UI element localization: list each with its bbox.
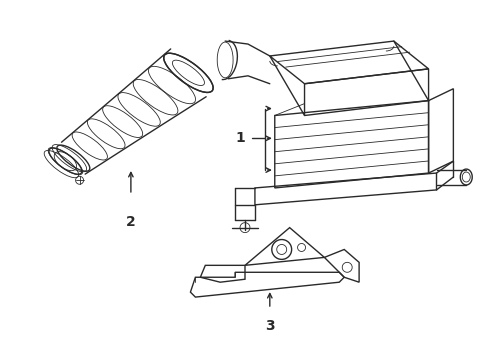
Text: 1: 1 — [235, 131, 245, 145]
Text: 2: 2 — [126, 215, 136, 229]
Text: 3: 3 — [265, 319, 274, 333]
